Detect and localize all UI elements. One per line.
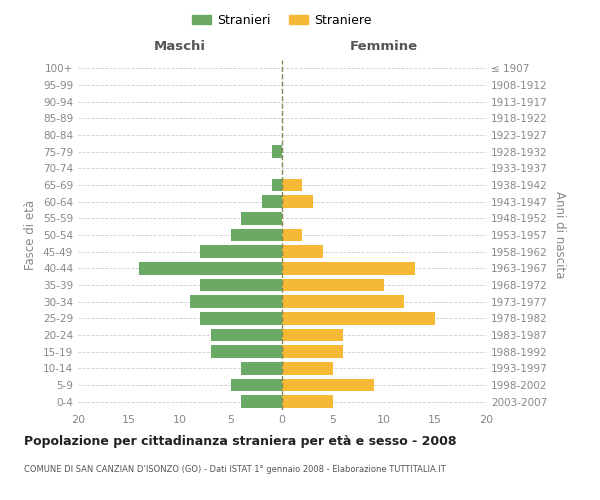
Bar <box>282 346 343 358</box>
Text: COMUNE DI SAN CANZIAN D’ISONZO (GO) - Dati ISTAT 1° gennaio 2008 - Elaborazione : COMUNE DI SAN CANZIAN D’ISONZO (GO) - Da… <box>24 465 446 474</box>
Bar <box>231 229 282 241</box>
Y-axis label: Fasce di età: Fasce di età <box>25 200 37 270</box>
Text: Popolazione per cittadinanza straniera per età e sesso - 2008: Popolazione per cittadinanza straniera p… <box>24 435 457 448</box>
Bar <box>200 246 282 258</box>
Bar <box>282 296 404 308</box>
Bar <box>241 212 282 224</box>
Bar <box>282 329 343 341</box>
Bar <box>282 246 323 258</box>
Bar <box>272 146 282 158</box>
Legend: Stranieri, Straniere: Stranieri, Straniere <box>187 8 377 32</box>
Bar <box>200 312 282 324</box>
Bar <box>231 379 282 391</box>
Bar <box>282 279 384 291</box>
Bar <box>282 179 302 192</box>
Bar <box>282 379 374 391</box>
Bar <box>282 229 302 241</box>
Text: Maschi: Maschi <box>154 40 206 52</box>
Bar <box>282 312 435 324</box>
Bar <box>211 329 282 341</box>
Bar <box>282 362 333 374</box>
Bar <box>211 346 282 358</box>
Bar <box>139 262 282 274</box>
Bar <box>241 396 282 408</box>
Y-axis label: Anni di nascita: Anni di nascita <box>553 192 566 278</box>
Bar <box>282 262 415 274</box>
Bar <box>282 196 313 208</box>
Bar <box>282 396 333 408</box>
Bar <box>272 179 282 192</box>
Bar <box>190 296 282 308</box>
Text: Femmine: Femmine <box>350 40 418 52</box>
Bar <box>200 279 282 291</box>
Bar <box>262 196 282 208</box>
Bar <box>241 362 282 374</box>
